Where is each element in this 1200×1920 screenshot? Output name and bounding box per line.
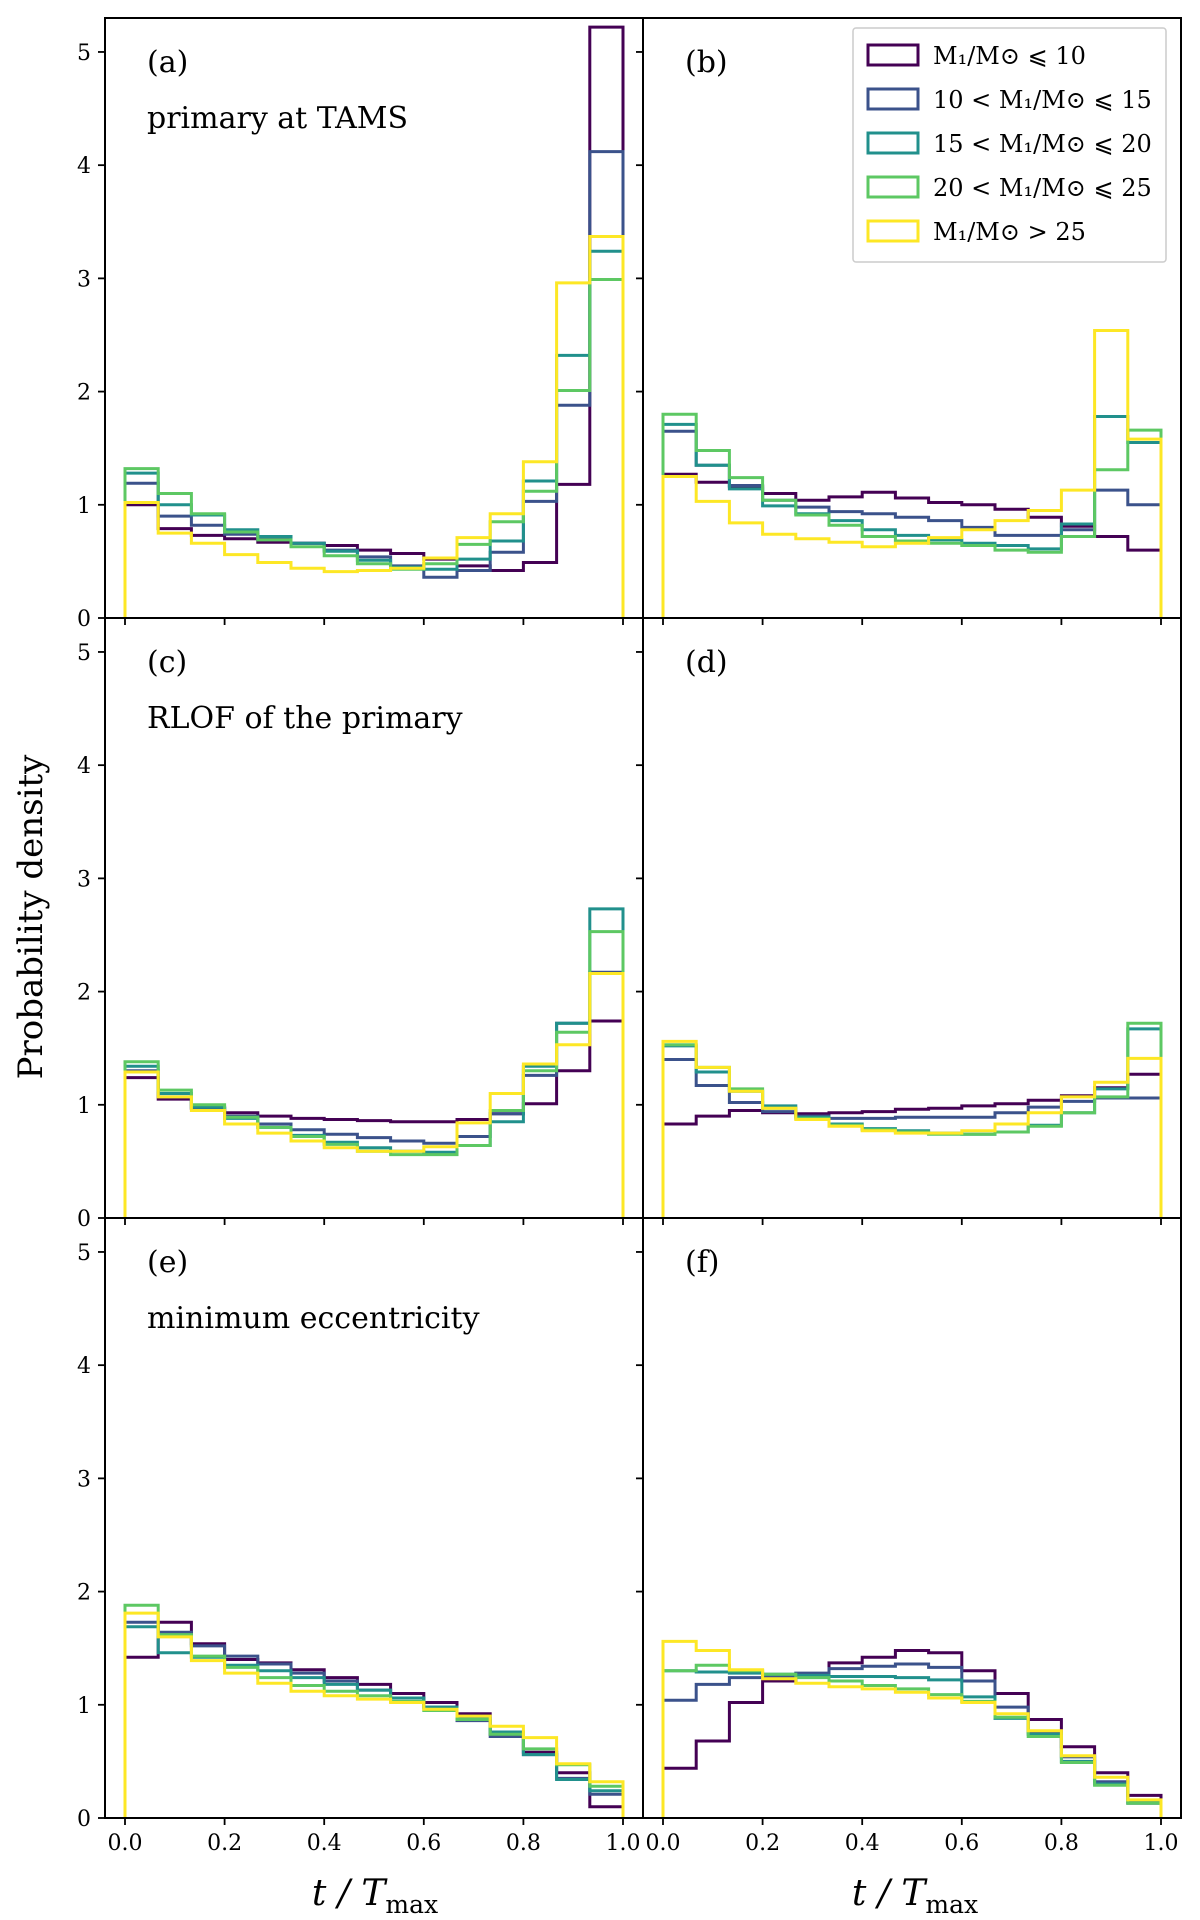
x-axis-label-left: t / Tmax	[312, 1873, 438, 1919]
panel-label-b: (b)	[685, 45, 728, 80]
y-tick-label-a-1: 1	[77, 494, 91, 519]
legend-box	[852, 27, 1167, 263]
x-axis-label-left-sub: max	[385, 1890, 438, 1919]
panel-label-d: (d)	[685, 645, 728, 680]
legend-swatch-4	[866, 175, 920, 199]
panel-a: 0 1 2 3 4 5 (a) primary at TAMS	[77, 17, 644, 632]
y-tick-label-c-2: 2	[77, 981, 91, 1006]
y-tick-label-e-3: 3	[77, 1467, 91, 1492]
x-axis-label-right-sub: max	[925, 1890, 978, 1919]
legend: M₁/M⊙ ⩽ 10 10 < M₁/M⊙ ⩽ 15 15 < M₁/M⊙ ⩽ …	[852, 27, 1167, 263]
x-tick-label-e-0.4: 0.4	[307, 1831, 342, 1856]
svg-text:t / Tmax: t / Tmax	[312, 1873, 438, 1919]
series-f-4	[661, 1663, 1163, 1818]
series-a-2	[123, 150, 625, 618]
series-d-4	[661, 1021, 1163, 1218]
x-tick-label-e-1.0: 1.0	[606, 1831, 641, 1856]
x-tick-label-e-0.6: 0.6	[406, 1831, 441, 1856]
y-tick-label-c-0: 0	[77, 1207, 91, 1232]
legend-label-1: M₁/M⊙ ⩽ 10	[933, 42, 1086, 70]
panel-annotation-e: minimum eccentricity	[147, 1301, 480, 1336]
svg-text:t / Tmax: t / Tmax	[852, 1873, 978, 1919]
y-tick-label-a-4: 4	[77, 154, 91, 179]
legend-swatch-5	[866, 219, 920, 243]
y-tick-label-a-2: 2	[77, 381, 91, 406]
series-f-5	[661, 1639, 1163, 1818]
x-tick-label-e-0.8: 0.8	[506, 1831, 541, 1856]
y-tick-label-a-5: 5	[77, 41, 91, 66]
x-tick-label-f-0.0: 0.0	[646, 1831, 681, 1856]
panel-c: 0 1 2 3 4 5 (c) RLOF of the primary	[77, 617, 644, 1232]
series-e-5	[123, 1611, 625, 1818]
panel-label-e: (e)	[147, 1245, 188, 1280]
y-tick-label-e-2: 2	[77, 1581, 91, 1606]
legend-label-4: 20 < M₁/M⊙ ⩽ 25	[933, 174, 1152, 202]
y-tick-label-e-1: 1	[77, 1694, 91, 1719]
panel-e: 0 1 2 3 4 5 0.0 0.2 0.4 0.6 0.8 1.0 (e) minimum eccen…	[77, 1217, 644, 1856]
x-tick-label-f-0.8: 0.8	[1044, 1831, 1079, 1856]
series-e-1	[123, 1620, 625, 1818]
panel-d: (d)	[636, 617, 1182, 1225]
y-tick-label-c-1: 1	[77, 1094, 91, 1119]
y-axis-label: Probability density	[11, 754, 51, 1079]
series-b-1	[661, 472, 1163, 618]
x-axis-label-right: t / Tmax	[852, 1873, 978, 1919]
legend-swatch-1	[866, 43, 920, 67]
series-d-3	[661, 1027, 1163, 1218]
y-tick-label-c-3: 3	[77, 867, 91, 892]
series-b-5	[661, 329, 1163, 618]
series-e-4	[123, 1603, 625, 1818]
series-f-2	[661, 1662, 1163, 1818]
series-d-2	[661, 1058, 1163, 1218]
legend-label-5: M₁/M⊙ > 25	[933, 218, 1086, 246]
y-tick-label-c-5: 5	[77, 641, 91, 666]
y-tick-label-e-0: 0	[77, 1807, 91, 1832]
x-tick-label-e-0.2: 0.2	[207, 1831, 242, 1856]
y-tick-label-e-5: 5	[77, 1241, 91, 1266]
panel-label-a: (a)	[147, 45, 188, 80]
x-tick-label-f-0.6: 0.6	[944, 1831, 979, 1856]
y-tick-label-c-4: 4	[77, 754, 91, 779]
panel-annotation-a: primary at TAMS	[147, 101, 408, 136]
series-c-1	[123, 1019, 625, 1218]
series-c-2	[123, 970, 625, 1218]
series-b-3	[661, 415, 1163, 618]
legend-label-3: 15 < M₁/M⊙ ⩽ 20	[933, 130, 1152, 158]
panel-frame-d	[642, 617, 1182, 1219]
x-tick-label-e-0.0: 0.0	[108, 1831, 143, 1856]
y-tick-label-a-3: 3	[77, 267, 91, 292]
x-tick-label-f-0.4: 0.4	[845, 1831, 880, 1856]
series-e-2	[123, 1620, 625, 1818]
panels-layer: 0 1 2 3 4 5 (a) primary at TAMS (b) 0 1 2 3 4 5 (c) RLOF…	[77, 17, 1182, 1856]
series-a-4	[123, 278, 625, 618]
y-tick-label-a-0: 0	[77, 607, 91, 632]
legend-swatch-3	[866, 131, 920, 155]
panel-label-c: (c)	[147, 645, 187, 680]
x-axis-label-left-main: t / T	[312, 1873, 388, 1914]
series-a-5	[123, 235, 625, 618]
x-tick-label-f-0.2: 0.2	[745, 1831, 780, 1856]
x-tick-label-f-1.0: 1.0	[1144, 1831, 1179, 1856]
x-axis-label-right-main: t / T	[852, 1873, 928, 1914]
panel-label-f: (f)	[685, 1245, 720, 1280]
series-d-5	[661, 1039, 1163, 1218]
legend-swatch-2	[866, 87, 920, 111]
series-c-3	[123, 907, 625, 1218]
panel-f: 0.0 0.2 0.4 0.6 0.8 1.0 (f)	[636, 1217, 1182, 1856]
panel-annotation-c: RLOF of the primary	[147, 701, 463, 736]
series-f-1	[661, 1649, 1163, 1818]
panel-frame-f	[642, 1217, 1182, 1819]
y-tick-label-e-4: 4	[77, 1354, 91, 1379]
legend-label-2: 10 < M₁/M⊙ ⩽ 15	[933, 86, 1152, 114]
series-a-1	[123, 25, 625, 618]
series-c-5	[123, 972, 625, 1218]
series-b-4	[661, 412, 1163, 618]
